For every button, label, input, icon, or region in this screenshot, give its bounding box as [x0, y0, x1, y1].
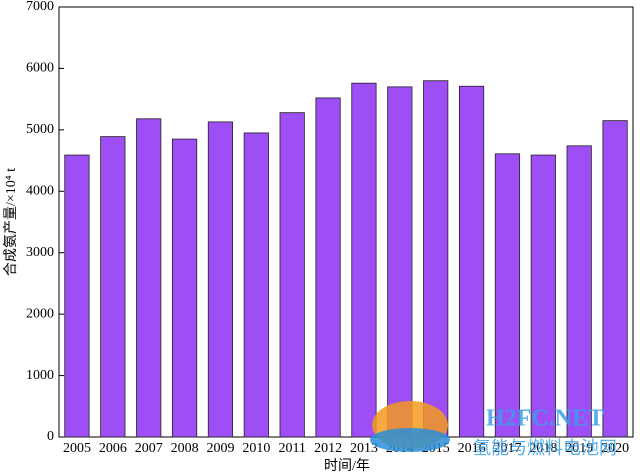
- x-tick-label: 2005: [63, 441, 91, 456]
- bar: [279, 112, 305, 438]
- bar: [602, 120, 628, 438]
- x-tick-label: 2020: [601, 441, 629, 456]
- x-tick-label: 2011: [278, 441, 305, 456]
- x-tick-label: 2016: [458, 441, 486, 456]
- bar: [315, 97, 341, 438]
- y-tick-label: 6000: [26, 61, 54, 76]
- watermark-wave: [370, 428, 450, 452]
- bar: [207, 121, 234, 438]
- bar: [351, 82, 377, 438]
- y-tick-label: 0: [47, 429, 54, 444]
- bar: [566, 145, 592, 438]
- bar: [458, 85, 485, 438]
- watermark-text: H2FC.NET: [486, 406, 604, 432]
- y-axis-label: 合成氨产量/×10⁴ t: [3, 168, 19, 276]
- x-axis-label: 时间/年: [324, 458, 370, 474]
- bar: [100, 136, 126, 438]
- x-tick-label: 2009: [206, 441, 234, 456]
- x-tick-label: 2019: [565, 441, 593, 456]
- x-tick-label: 2013: [350, 441, 378, 456]
- y-tick-label: 1000: [26, 368, 54, 383]
- bar: [530, 154, 556, 438]
- x-tick-label: 2008: [171, 441, 199, 456]
- bar: [171, 138, 198, 438]
- bar: [387, 86, 413, 438]
- y-tick-label: 5000: [26, 122, 54, 137]
- y-tick-label: 3000: [26, 245, 54, 260]
- bar: [243, 132, 269, 438]
- y-tick-label: 4000: [26, 184, 54, 199]
- x-tick-label: 2017: [493, 441, 521, 456]
- bar: [136, 118, 162, 438]
- x-tick-label: 2007: [135, 441, 163, 456]
- x-tick-label: 2012: [314, 441, 342, 456]
- x-tick-label: 2010: [242, 441, 270, 456]
- bar: [423, 80, 449, 438]
- y-tick-label: 7000: [26, 0, 54, 14]
- watermark-subtext: 氢能与燃料电池网: [473, 438, 617, 458]
- x-tick-label: 2018: [529, 441, 557, 456]
- bar: [64, 154, 90, 438]
- plot-frame: [58, 6, 634, 438]
- y-tick-label: 2000: [26, 306, 54, 321]
- x-tick-label: 2006: [99, 441, 127, 456]
- bar: [494, 153, 521, 438]
